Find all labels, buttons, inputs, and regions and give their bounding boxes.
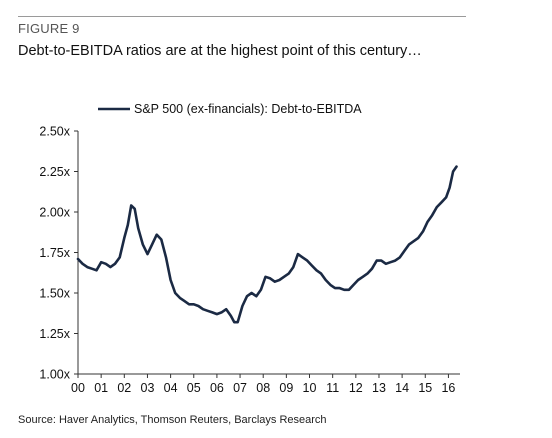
figure-label: FIGURE 9 bbox=[18, 21, 80, 36]
x-axis: 00 01 02 03 04 05 06 07 08 09 10 11 12 13 14 15 16 bbox=[71, 373, 460, 395]
series-line-debt-to-ebitda bbox=[76, 165, 458, 324]
y-tick-label: 1.75x bbox=[39, 246, 70, 260]
x-tick-label: 05 bbox=[187, 381, 201, 395]
y-tick-label: 1.00x bbox=[39, 368, 70, 382]
x-tick-label: 16 bbox=[441, 381, 455, 395]
x-tick-label: 11 bbox=[326, 381, 339, 395]
y-tick-label: 2.50x bbox=[39, 125, 70, 139]
chart-headline: Debt-to-EBITDA ratios are at the highest… bbox=[18, 43, 422, 59]
x-tick-label: 02 bbox=[117, 381, 131, 395]
legend-label: S&P 500 (ex-financials): Debt-to-EBITDA bbox=[134, 102, 362, 116]
x-tick-label: 08 bbox=[256, 381, 270, 395]
y-tick-label: 1.50x bbox=[39, 287, 70, 301]
x-tick-label: 09 bbox=[279, 381, 293, 395]
y-axis: 1.00x 1.25x 1.50x 1.75x 2.00x 2.25x 2.50x bbox=[39, 125, 79, 382]
x-tick-label: 10 bbox=[303, 381, 317, 395]
x-tick-label: 04 bbox=[164, 381, 178, 395]
y-tick-label: 2.25x bbox=[39, 165, 70, 179]
y-tick-label: 1.25x bbox=[39, 327, 70, 341]
x-tick-label: 15 bbox=[418, 381, 432, 395]
x-tick-label: 13 bbox=[372, 381, 386, 395]
x-tick-label: 12 bbox=[349, 381, 363, 395]
top-rule bbox=[18, 16, 466, 17]
chart: S&P 500 (ex-financials): Debt-to-EBITDA … bbox=[39, 102, 460, 395]
plot-area bbox=[76, 165, 458, 324]
x-tick-label: 03 bbox=[141, 381, 155, 395]
x-tick-label: 14 bbox=[395, 381, 409, 395]
x-tick-label: 06 bbox=[210, 381, 224, 395]
x-tick-label: 07 bbox=[233, 381, 247, 395]
y-tick-label: 2.00x bbox=[39, 206, 70, 220]
x-tick-label: 01 bbox=[94, 381, 108, 395]
legend: S&P 500 (ex-financials): Debt-to-EBITDA bbox=[98, 102, 362, 116]
x-tick-label: 00 bbox=[71, 381, 85, 395]
source-note: Source: Haver Analytics, Thomson Reuters… bbox=[18, 414, 327, 426]
